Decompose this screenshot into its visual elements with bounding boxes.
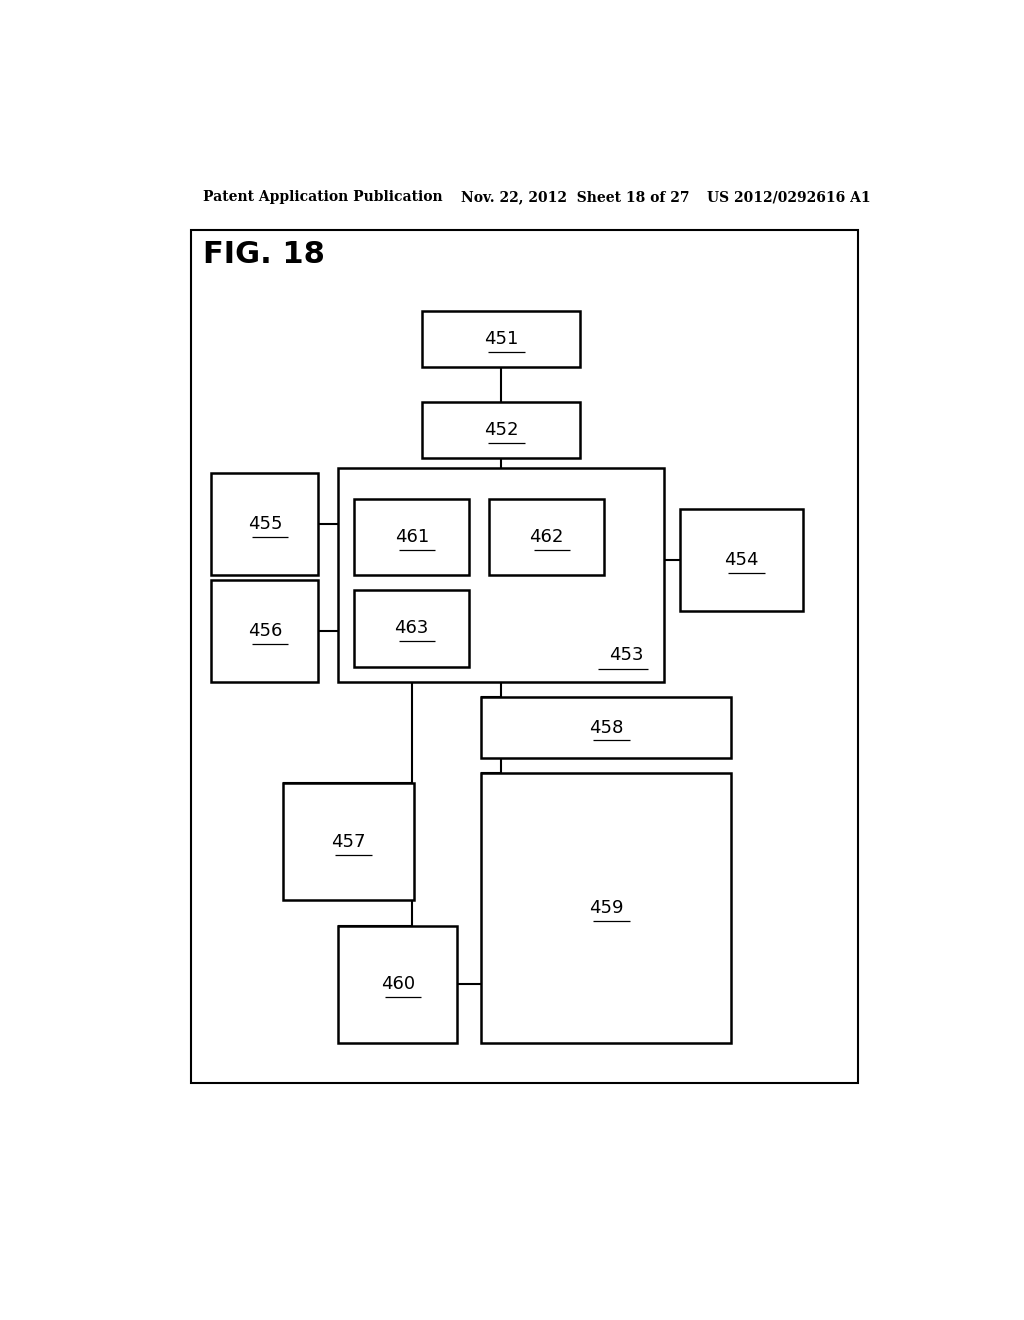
Bar <box>338 925 458 1043</box>
Text: 463: 463 <box>394 619 429 638</box>
Text: 458: 458 <box>589 718 624 737</box>
Text: 457: 457 <box>331 833 366 851</box>
Bar <box>211 581 318 682</box>
Bar <box>489 499 604 576</box>
Text: 451: 451 <box>483 330 518 347</box>
Bar <box>680 510 803 611</box>
Bar <box>354 499 469 576</box>
Bar <box>481 774 731 1043</box>
Text: US 2012/0292616 A1: US 2012/0292616 A1 <box>708 190 871 205</box>
Text: 462: 462 <box>529 528 564 546</box>
Text: 455: 455 <box>248 515 283 533</box>
Bar <box>354 590 469 667</box>
Text: 453: 453 <box>609 645 644 664</box>
Text: Nov. 22, 2012  Sheet 18 of 27: Nov. 22, 2012 Sheet 18 of 27 <box>461 190 690 205</box>
Text: 454: 454 <box>724 550 759 569</box>
Text: Patent Application Publication: Patent Application Publication <box>204 190 443 205</box>
Bar <box>191 230 858 1084</box>
Bar <box>422 403 581 458</box>
Bar <box>481 697 731 758</box>
Text: 452: 452 <box>483 421 518 440</box>
Text: 459: 459 <box>589 899 624 917</box>
Text: 461: 461 <box>394 528 429 546</box>
Bar <box>422 312 581 367</box>
Bar <box>211 474 318 576</box>
Bar <box>283 784 414 900</box>
Text: 456: 456 <box>248 622 282 640</box>
Text: FIG. 18: FIG. 18 <box>204 240 326 269</box>
Bar <box>338 469 664 682</box>
Text: 460: 460 <box>381 975 415 993</box>
